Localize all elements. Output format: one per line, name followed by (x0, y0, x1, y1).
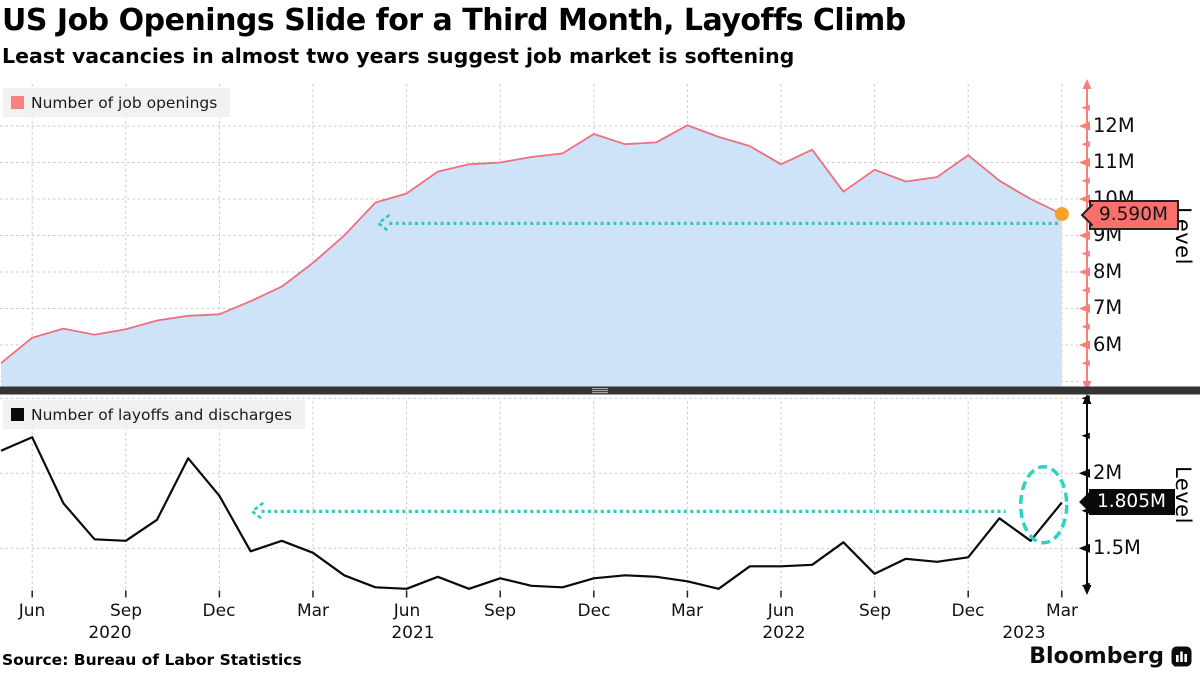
latest-openings-value: 9.590M (1099, 204, 1168, 225)
legend-job-openings: Number of job openings (3, 88, 231, 117)
job-openings-swatch-icon (11, 96, 24, 109)
y-axis-tick-label: 6M (1093, 333, 1123, 356)
legend-job-openings-label: Number of job openings (31, 93, 218, 112)
x-axis-tick-label: Mar (296, 601, 330, 621)
x-axis-tick-label: Sep (858, 601, 892, 621)
job-openings-area (1, 125, 1062, 387)
layoffs-swatch-icon (11, 408, 24, 421)
x-axis-year-label: 2023 (1002, 623, 1046, 643)
panel-0-annotations (376, 207, 1069, 233)
x-axis-tick-label: Sep (483, 601, 517, 621)
x-axis-tick-label: Jun (393, 601, 421, 621)
page-title: US Job Openings Slide for a Third Month,… (2, 3, 906, 38)
x-axis-tick-label: Jun (767, 601, 795, 621)
y-axis-tick-label: 1.5M (1093, 536, 1141, 559)
latest-value-callout-openings: 9.590M (1080, 200, 1179, 230)
y-axis-tick-label: 8M (1093, 260, 1123, 283)
legend-layoffs: Number of layoffs and discharges (3, 400, 305, 429)
y-axis-tick-label: 7M (1093, 296, 1123, 319)
x-axis-year-label: 2020 (88, 623, 132, 643)
y-axis-tick-label: 2M (1093, 461, 1123, 484)
x-axis-year-label: 2022 (762, 623, 806, 643)
x-axis-tick-label: Sep (109, 601, 143, 621)
latest-layoffs-value: 1.805M (1097, 491, 1166, 512)
series-line-1 (0, 436, 1063, 590)
x-axis-tick-label: Dec (577, 601, 611, 621)
panel-1-annotations (250, 465, 1069, 545)
divider-grip-handle[interactable] (592, 388, 608, 394)
page-subtitle: Least vacancies in almost two years sugg… (2, 44, 795, 68)
source-attribution: Source: Bureau of Labor Statistics (2, 651, 302, 669)
x-axis-tick-label: Jun (18, 601, 46, 621)
series-line-0 (0, 124, 1063, 364)
x-axis-year-label: 2021 (391, 623, 435, 643)
legend-layoffs-label: Number of layoffs and discharges (31, 405, 292, 424)
bloomberg-logo: Bloomberg (1029, 644, 1192, 669)
x-axis-tick-label: Dec (202, 601, 236, 621)
latest-value-callout-layoffs: 1.805M (1079, 489, 1175, 515)
bottom-axis-title: Level (1171, 466, 1195, 524)
x-axis-tick-label: Dec (951, 601, 985, 621)
y-axis-tick-label: 11M (1093, 150, 1135, 173)
bloomberg-terminal-icon (1171, 646, 1192, 667)
x-axis-tick-label: Mar (670, 601, 704, 621)
x-axis-ticks (31, 590, 1063, 598)
x-axis-tick-label: Mar (1045, 601, 1079, 621)
panel-0-y-axis (1078, 79, 1092, 391)
bloomberg-logo-text: Bloomberg (1029, 644, 1164, 669)
y-axis-tick-label: 12M (1093, 114, 1135, 137)
